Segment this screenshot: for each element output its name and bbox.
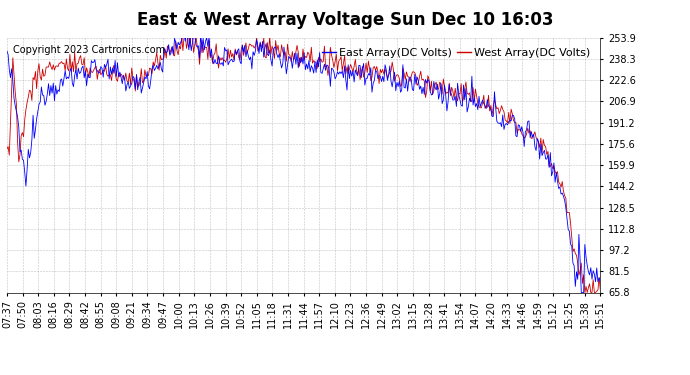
Text: Copyright 2023 Cartronics.com: Copyright 2023 Cartronics.com bbox=[13, 45, 165, 55]
Text: East & West Array Voltage Sun Dec 10 16:03: East & West Array Voltage Sun Dec 10 16:… bbox=[137, 11, 553, 29]
Legend: East Array(DC Volts), West Array(DC Volts): East Array(DC Volts), West Array(DC Volt… bbox=[318, 43, 595, 62]
